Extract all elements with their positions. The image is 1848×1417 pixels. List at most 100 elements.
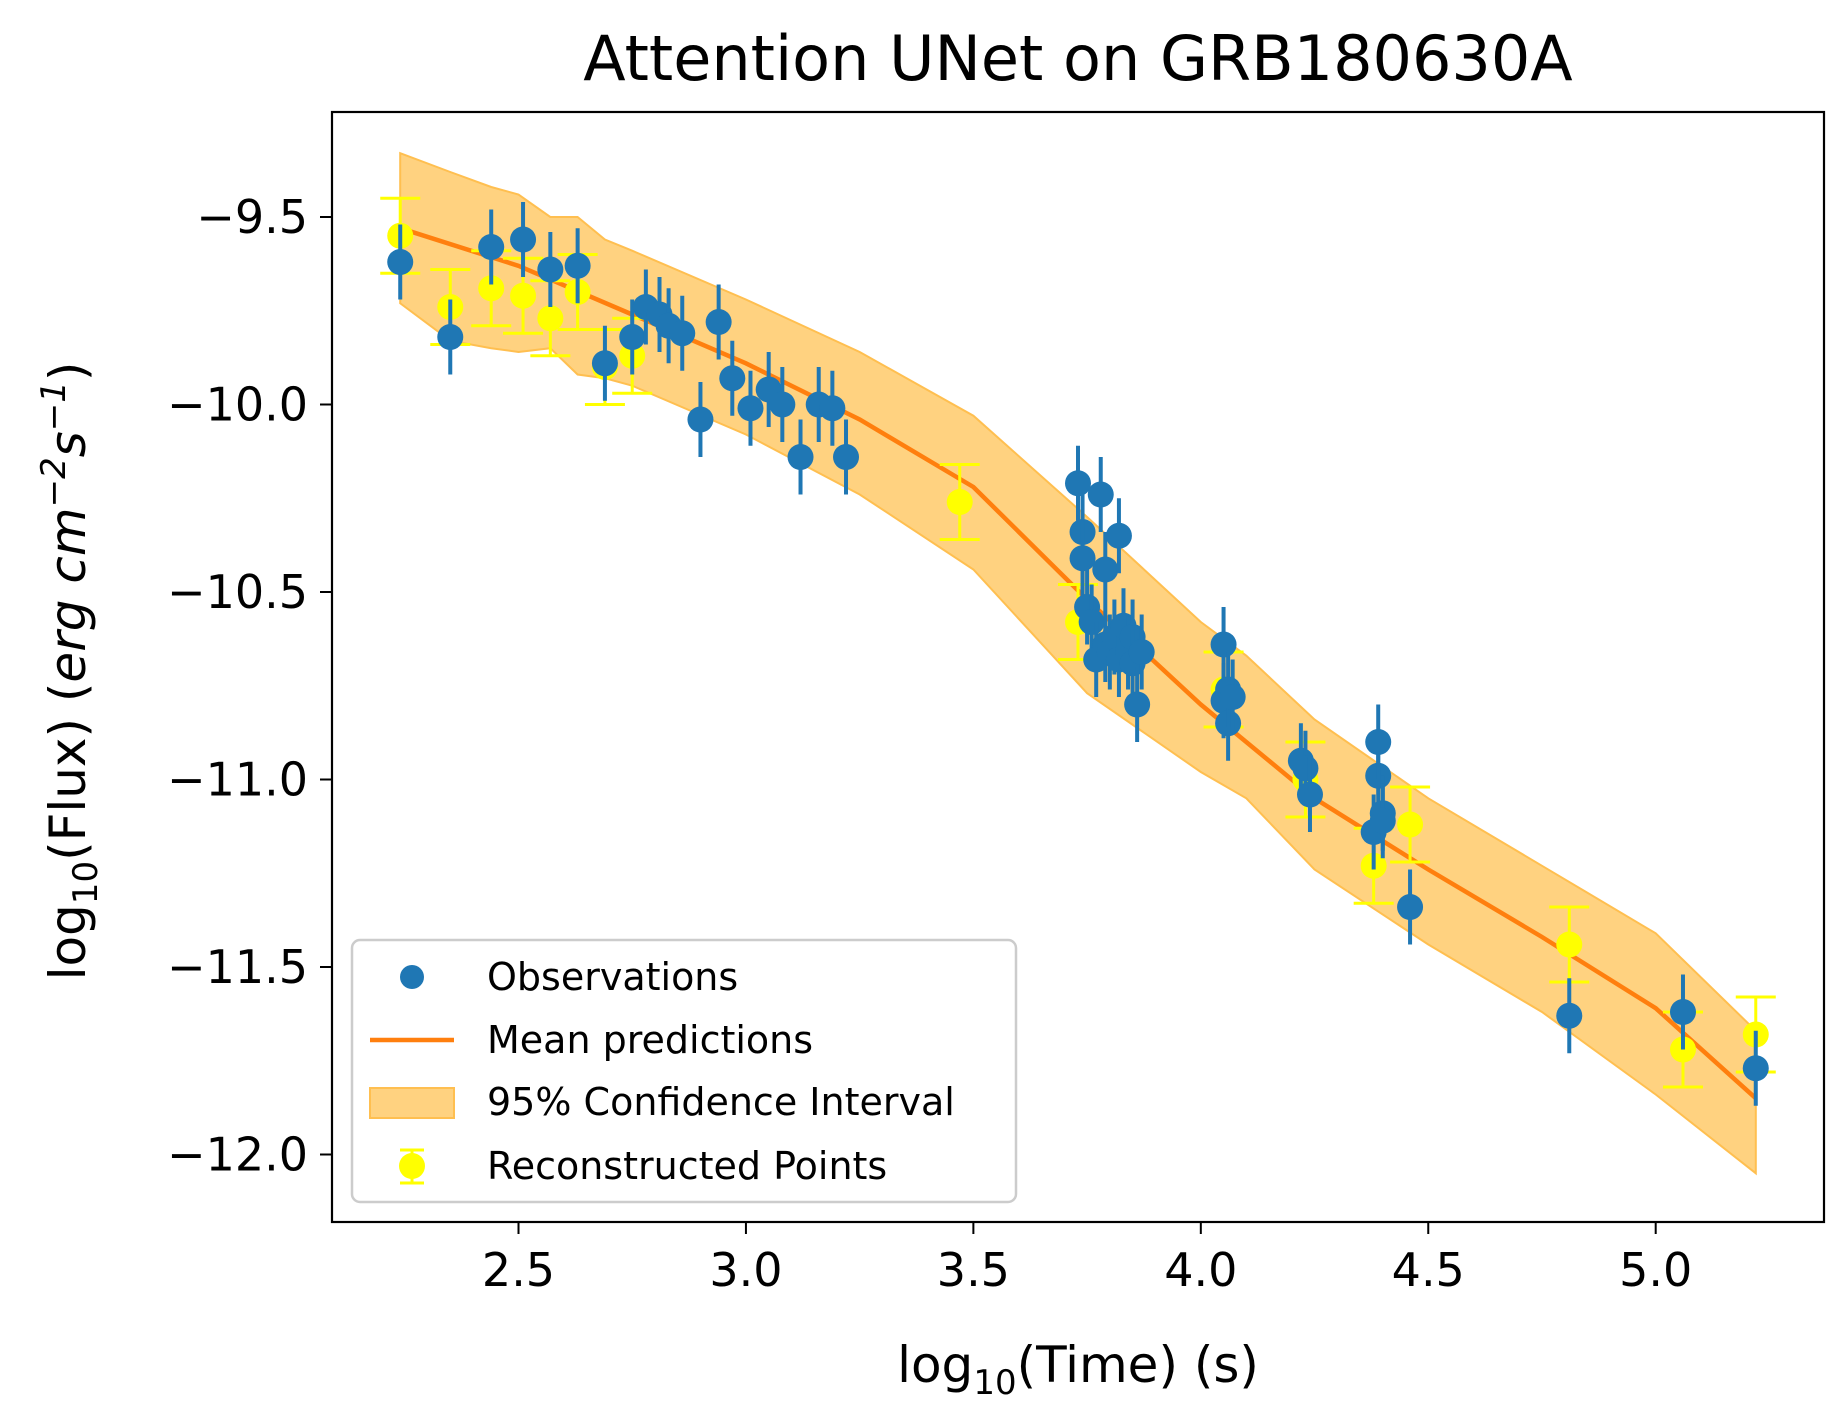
observation-point	[1092, 532, 1119, 607]
axes-frame	[330, 110, 1826, 1224]
observation-point	[619, 299, 646, 375]
observation-marker	[719, 365, 746, 392]
observation-marker	[769, 391, 796, 418]
observation-marker	[1292, 755, 1319, 782]
observation-marker	[1296, 781, 1323, 808]
reconstructed-marker	[946, 489, 973, 515]
observation-point	[510, 202, 537, 277]
observation-marker	[1219, 684, 1246, 710]
observation-marker	[437, 324, 464, 350]
observation-point	[1669, 974, 1696, 1050]
observation-point	[1087, 457, 1114, 532]
observation-point	[1069, 520, 1096, 596]
observation-marker	[1124, 691, 1151, 718]
observation-marker	[1669, 999, 1696, 1025]
observation-point	[1105, 498, 1132, 574]
observation-marker	[705, 309, 732, 335]
observation-marker	[1128, 639, 1155, 665]
observation-point	[1397, 869, 1424, 945]
y-tick-label: −11.0	[167, 753, 308, 807]
observation-point	[1124, 667, 1151, 742]
observation-marker	[1210, 631, 1237, 658]
x-axis-label: log10(Time) (s)	[897, 1336, 1259, 1403]
observation-point	[387, 224, 414, 300]
reconstructed-point	[939, 463, 980, 541]
observation-marker	[537, 256, 564, 283]
observation-marker	[833, 444, 860, 470]
legend-reconstructed-label: Reconstructed Points	[487, 1144, 887, 1188]
observation-point	[705, 284, 732, 360]
legend-mean-label: Mean predictions	[487, 1018, 813, 1062]
x-tick-label: 5.0	[1619, 1243, 1692, 1297]
plot-area	[380, 151, 1776, 1176]
observation-point	[833, 419, 860, 495]
observation-marker	[478, 234, 505, 260]
observation-point	[1128, 614, 1155, 690]
reconstructed-marker	[478, 275, 505, 302]
observation-point	[537, 232, 564, 307]
x-tick-label: 3.0	[709, 1243, 782, 1297]
observation-point	[1365, 704, 1392, 780]
observation-marker	[819, 395, 846, 422]
reconstructed-marker	[537, 305, 564, 332]
observation-point	[1065, 445, 1091, 521]
observation-point	[787, 419, 814, 495]
observation-marker	[1742, 1055, 1769, 1082]
reconstructed-point	[1549, 905, 1590, 984]
x-tick-label: 2.5	[482, 1243, 555, 1297]
observation-point	[437, 299, 464, 375]
observation-marker	[510, 226, 537, 253]
observation-marker	[787, 444, 814, 470]
observation-marker	[1092, 556, 1119, 583]
reconstructed-marker	[1397, 811, 1424, 838]
y-tick-label: −12.0	[167, 1128, 308, 1182]
observation-marker	[1065, 470, 1091, 497]
x-tick-label: 3.5	[937, 1243, 1010, 1297]
x-tick-label: 4.5	[1392, 1243, 1465, 1297]
observation-marker	[1105, 522, 1132, 549]
legend-band-label: 95% Confidence Interval	[487, 1080, 955, 1124]
observation-point	[564, 228, 591, 304]
observation-point	[591, 325, 618, 401]
observation-point	[1296, 757, 1323, 832]
observation-marker	[1369, 807, 1396, 834]
y-tick-label: −11.5	[167, 940, 308, 994]
chart-title: Attention UNet on GRB180630A	[583, 22, 1572, 95]
observation-marker	[591, 350, 618, 377]
observation-marker	[1365, 729, 1392, 755]
legend-box	[350, 938, 1018, 1204]
x-tick-label: 4.0	[1164, 1243, 1237, 1297]
legend-band-patch	[369, 1087, 455, 1119]
legend: Observations Mean predictions 95% Confid…	[350, 938, 1018, 1204]
reconstructed-marker	[510, 282, 537, 309]
observation-point	[819, 370, 846, 446]
observation-marker	[1556, 1002, 1583, 1029]
axes: 2.5 3.0 3.5 4.0 4.5 5.0 −9.5 −10.0 −10.5 −11.0 −11…	[167, 110, 1826, 1297]
observation-marker	[564, 252, 591, 279]
observation-point	[478, 209, 505, 285]
observation-point	[769, 367, 796, 442]
observation-point	[1219, 659, 1246, 735]
y-tick-label: −10.0	[167, 378, 308, 432]
observation-marker	[1069, 545, 1096, 572]
reconstructed-marker	[1556, 931, 1583, 958]
observation-marker	[1397, 894, 1424, 920]
observation-point	[669, 295, 696, 371]
observation-marker	[687, 406, 714, 433]
observation-marker	[1087, 481, 1114, 508]
observation-marker	[387, 249, 414, 275]
legend-observations-label: Observations	[487, 955, 738, 999]
observation-point	[1369, 783, 1396, 859]
y-tick-label: −9.5	[196, 190, 308, 244]
observation-marker	[619, 324, 646, 350]
observation-marker	[737, 395, 764, 422]
observation-point	[719, 340, 746, 416]
observation-point	[1556, 978, 1583, 1054]
observation-point	[687, 382, 714, 457]
observation-marker	[669, 320, 696, 347]
legend-observations-marker	[400, 965, 424, 989]
reconstructed-point	[1390, 785, 1431, 864]
observation-marker	[1078, 609, 1105, 635]
observation-point	[1742, 1030, 1769, 1106]
